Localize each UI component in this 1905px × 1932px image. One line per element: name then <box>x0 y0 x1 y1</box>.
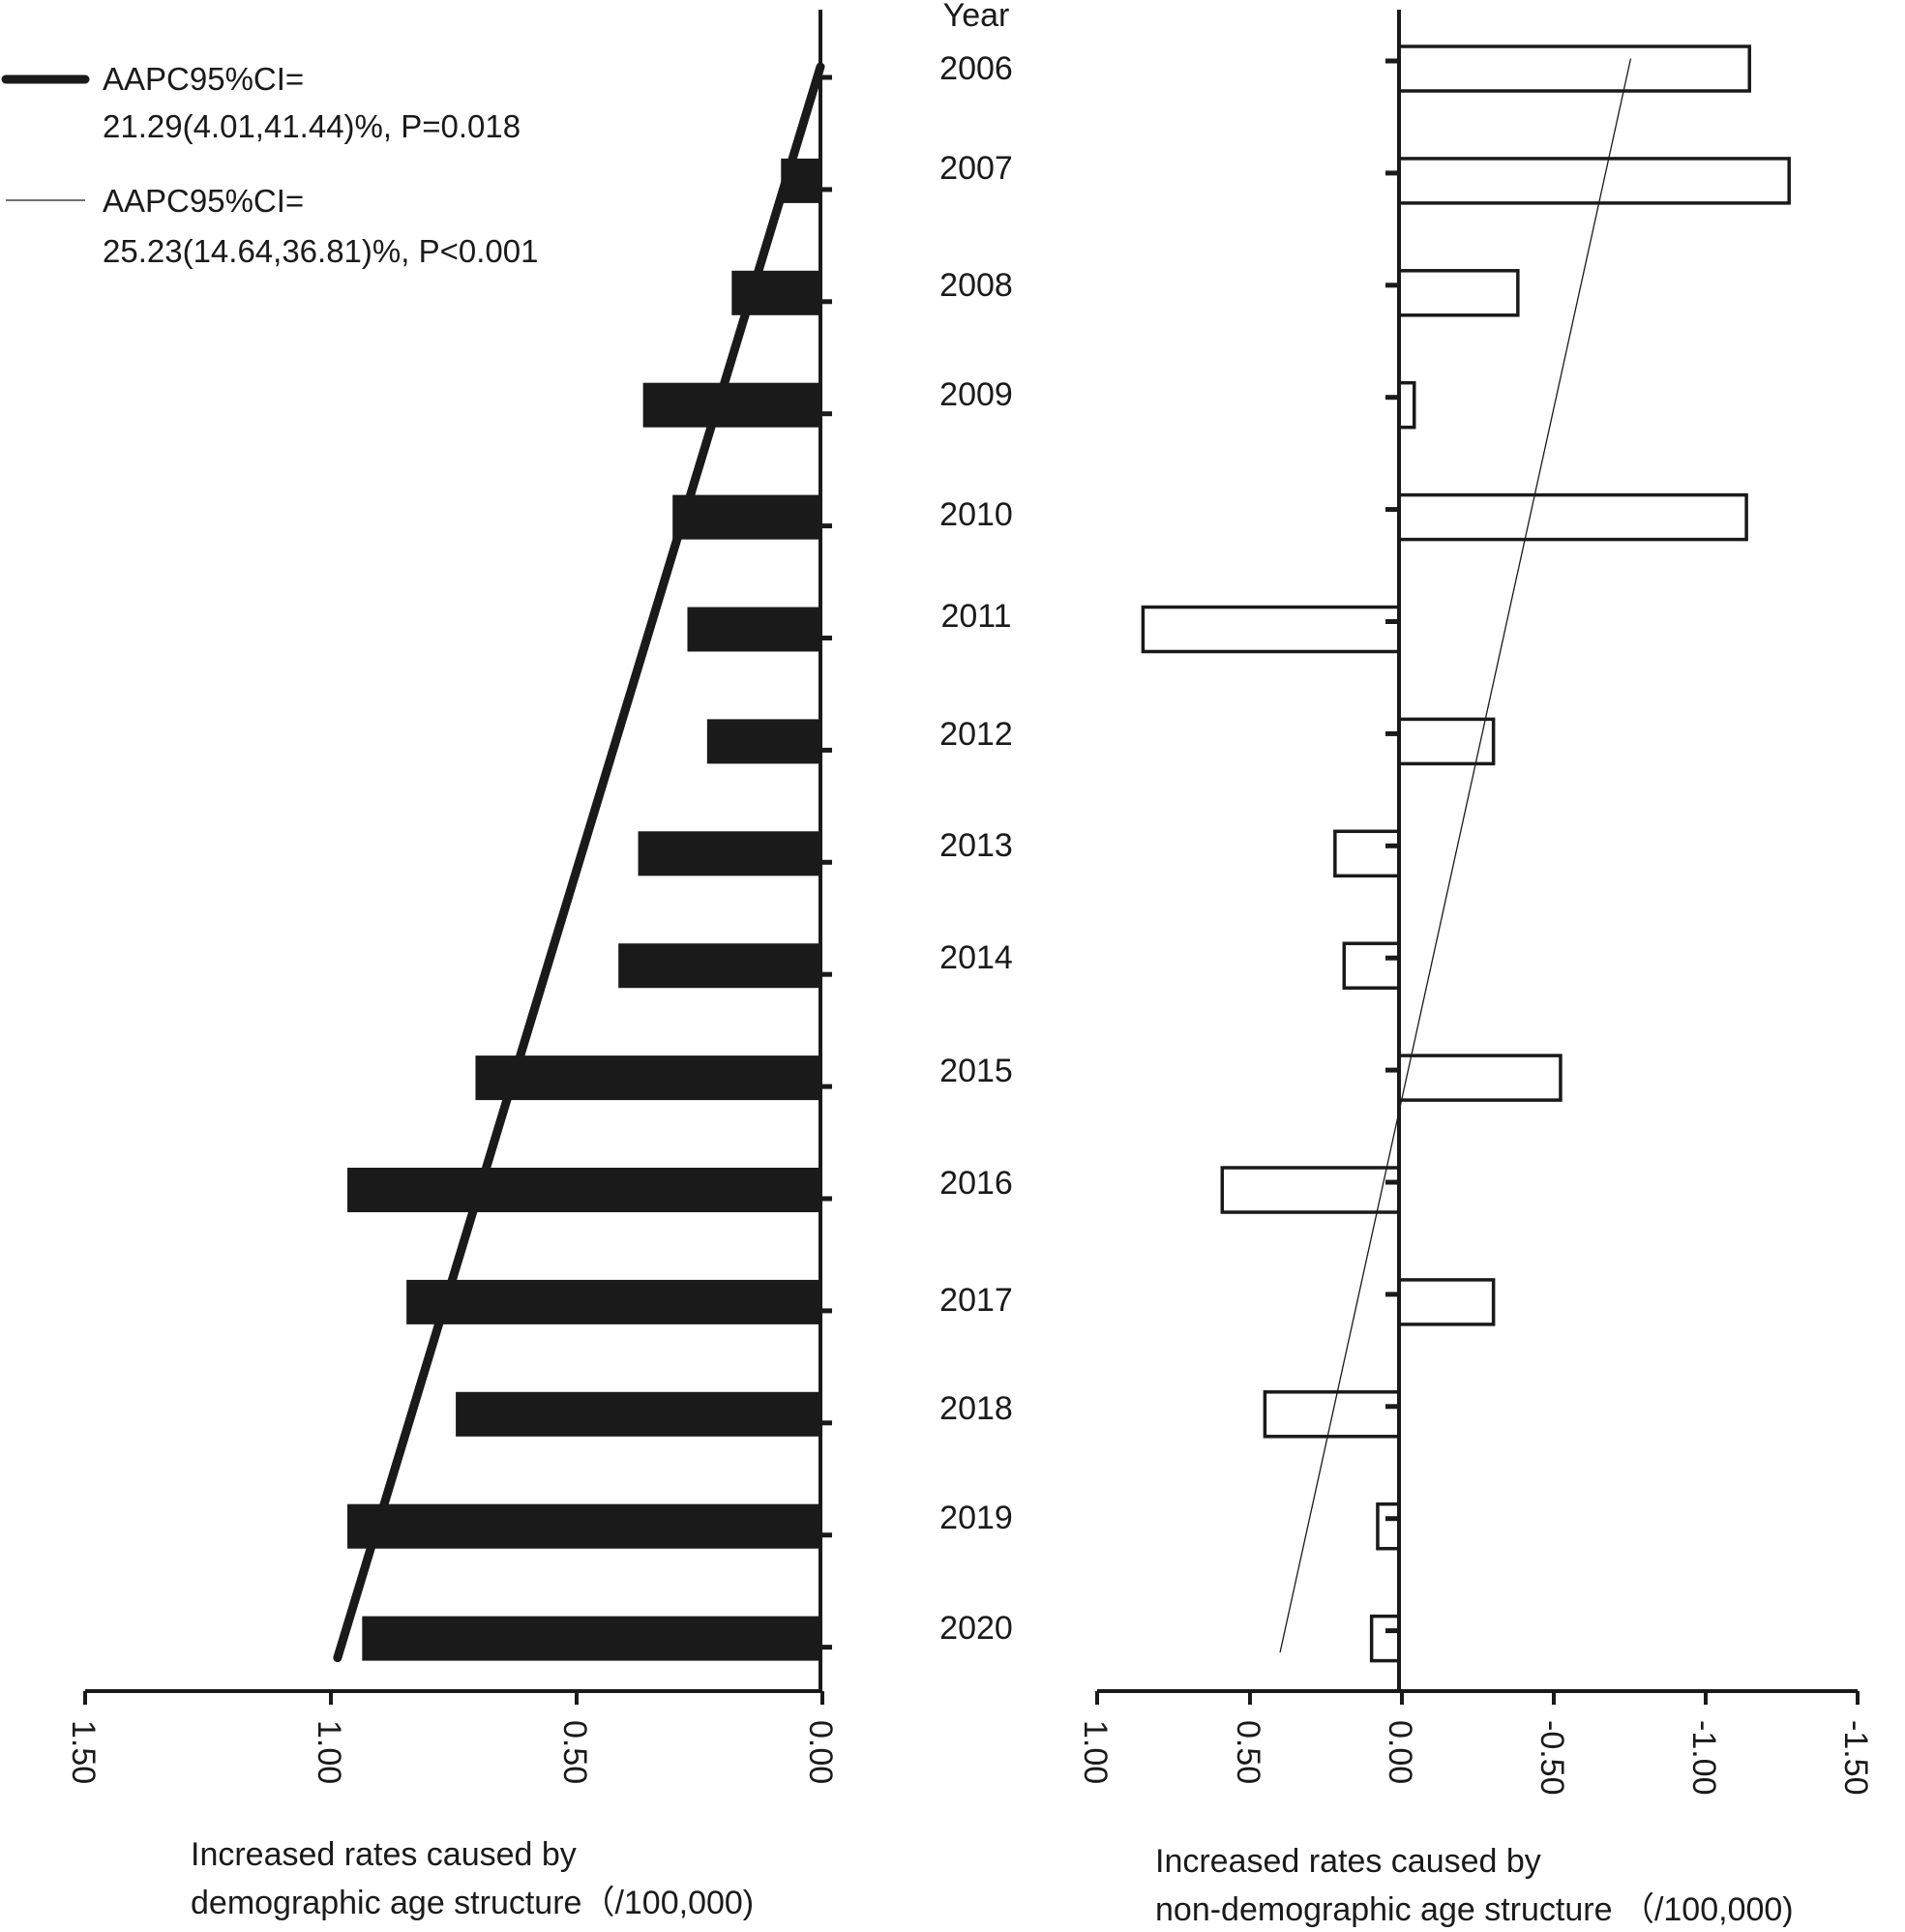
right-bar-2008 <box>1397 269 1520 317</box>
left-x-tick-label-0.50: 0.50 <box>556 1720 593 1784</box>
right-x-tick-label--1.50: -1.50 <box>1837 1720 1874 1796</box>
year-labels: Year 2006 2007 2008 2009 2010 2011 2012 2013 201… <box>939 0 1013 1647</box>
year-label-2016: 2016 <box>939 1165 1013 1202</box>
right-bars <box>1141 45 1791 1663</box>
left-x-tick-label-0.00: 0.00 <box>802 1720 839 1784</box>
left-x-tick-label-1.50: 1.50 <box>65 1720 102 1784</box>
right-bar-2007 <box>1397 157 1791 205</box>
left-bar-2011 <box>687 607 820 652</box>
right-bar-2014 <box>1342 941 1401 990</box>
right-bar-2019 <box>1376 1501 1401 1551</box>
year-label-2017: 2017 <box>939 1282 1013 1319</box>
right-bar-2009 <box>1397 380 1416 430</box>
right-bar-2012 <box>1397 717 1496 766</box>
year-label-2015: 2015 <box>939 1053 1013 1089</box>
left-bars <box>347 46 821 1661</box>
left-bar-2012 <box>706 719 820 764</box>
legend-1-line1: AAPC95%CI= <box>103 61 304 97</box>
legend-2-line2: 25.23(14.64,36.81)%, P<0.001 <box>103 233 538 269</box>
right-x-tick-label--0.50: -0.50 <box>1533 1720 1570 1796</box>
right-bar-2010 <box>1397 492 1748 542</box>
right-bar-2011 <box>1141 605 1401 654</box>
left-bar-2016 <box>347 1168 820 1212</box>
left-panel: 1.50 1.00 0.50 0.00 Increased rates caused … <box>65 10 839 1921</box>
left-bar-2010 <box>672 494 820 540</box>
right-bar-2013 <box>1333 829 1401 878</box>
left-bar-2017 <box>406 1279 820 1324</box>
right-panel: 1.00 0.50 0.00 -0.50 -1.00 -1.50 Increased ra… <box>1077 10 1874 1928</box>
left-bar-2020 <box>362 1616 820 1661</box>
right-bar-2020 <box>1369 1614 1401 1663</box>
left-x-tick-label-1.00: 1.00 <box>311 1720 347 1784</box>
right-bar-2016 <box>1220 1166 1401 1214</box>
right-x-axis-label-line2: non-demographic age structure （/100,000) <box>1155 1891 1794 1928</box>
legend: AAPC95%CI= 21.29(4.01,41.44)%, P=0.018 A… <box>1 61 538 269</box>
right-trend-line <box>1279 58 1632 1653</box>
year-label-2007: 2007 <box>939 150 1013 187</box>
left-y-ticks <box>820 74 832 1650</box>
left-x-ticks: 1.50 1.00 0.50 0.00 <box>65 1691 839 1784</box>
left-bar-2014 <box>618 943 820 989</box>
year-label-2019: 2019 <box>939 1500 1013 1536</box>
year-label-group: 2006 2007 2008 2009 2010 2011 2012 2013 2014 2015… <box>939 50 1013 1647</box>
right-x-tick-label--1.00: -1.00 <box>1685 1720 1722 1796</box>
left-bar-2015 <box>475 1055 820 1101</box>
right-y-ticks <box>1385 58 1399 1634</box>
left-x-axis-label-line1: Increased rates caused by <box>191 1836 577 1873</box>
right-x-ticks: 1.00 0.50 0.00 -0.50 -1.00 -1.50 <box>1077 1691 1874 1796</box>
left-bar-2018 <box>456 1391 820 1437</box>
year-label-2012: 2012 <box>939 716 1013 753</box>
year-header: Year <box>943 0 1010 34</box>
left-bar-2009 <box>642 382 820 428</box>
year-label-2010: 2010 <box>939 496 1013 533</box>
right-bar-2015 <box>1397 1054 1563 1102</box>
right-x-axis-label-line1: Increased rates caused by <box>1155 1843 1541 1880</box>
year-label-2014: 2014 <box>939 939 1013 976</box>
year-label-2008: 2008 <box>939 267 1013 304</box>
left-bar-2019 <box>347 1503 820 1549</box>
left-bar-2013 <box>638 831 820 877</box>
right-x-tick-label-0.00: 0.00 <box>1382 1720 1418 1784</box>
right-bar-2017 <box>1397 1278 1496 1326</box>
year-label-2009: 2009 <box>939 376 1013 413</box>
year-label-2018: 2018 <box>939 1390 1013 1427</box>
left-trend-line <box>333 62 825 1663</box>
right-bar-2018 <box>1263 1390 1401 1439</box>
year-label-2011: 2011 <box>940 598 1011 635</box>
legend-1-line2: 21.29(4.01,41.44)%, P=0.018 <box>103 108 521 144</box>
year-label-2020: 2020 <box>939 1610 1013 1647</box>
year-label-2006: 2006 <box>939 50 1013 87</box>
right-bar-2006 <box>1397 45 1751 93</box>
year-label-2013: 2013 <box>939 827 1013 864</box>
right-x-tick-label-0.50: 0.50 <box>1230 1720 1266 1784</box>
right-x-tick-label-1.00: 1.00 <box>1077 1720 1114 1784</box>
left-x-axis-label-line2: demographic age structure（/100,000) <box>191 1885 754 1921</box>
legend-2-line1: AAPC95%CI= <box>103 183 304 219</box>
